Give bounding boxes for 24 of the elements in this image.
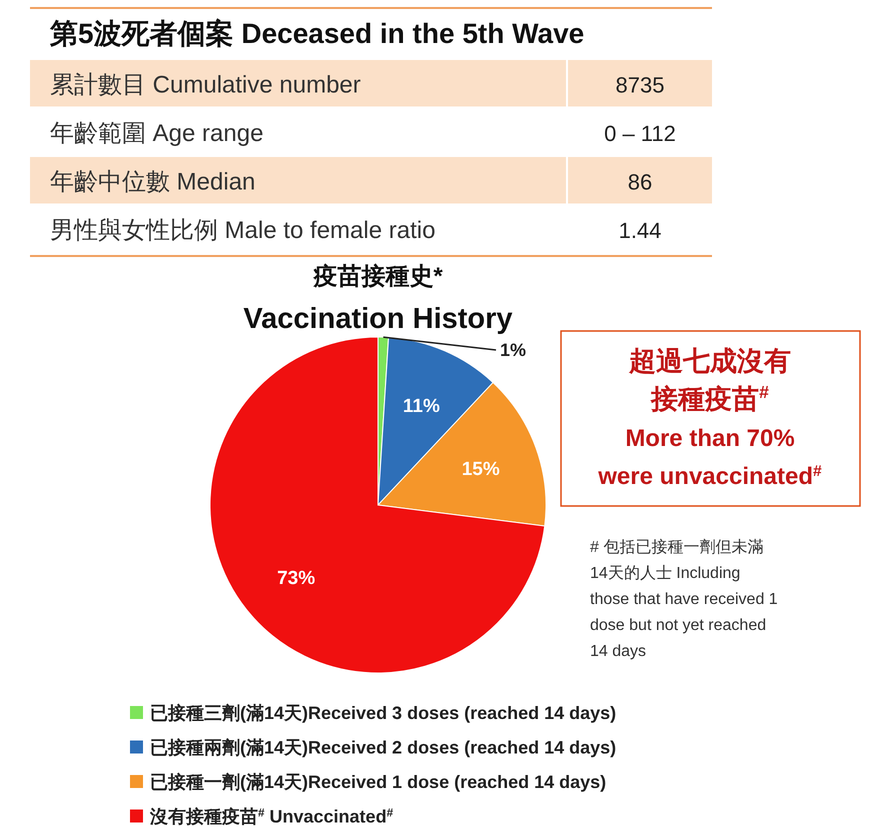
legend-label: 已接種兩劑(滿14天)Received 2 doses (reached 14 days) bbox=[150, 738, 616, 758]
legend-label: 已接種三劑(滿14天)Received 3 doses (reached 14 days) bbox=[150, 703, 616, 723]
chart-subtitle: Vaccination History bbox=[243, 303, 513, 335]
text: 86 bbox=[628, 169, 652, 194]
text: 0 – 112 bbox=[604, 120, 676, 146]
text: 第5波死者個案 Deceased in the 5th Wave bbox=[49, 18, 584, 49]
text: 8735 bbox=[616, 72, 664, 98]
data-label: 73% bbox=[277, 568, 316, 590]
text: 超過七成沒有 bbox=[628, 346, 791, 376]
legend-label: 沒有接種疫苗$^{#}$ Unvaccinated$^{#}$ bbox=[149, 806, 394, 826]
text: 年齡範圍 Age range bbox=[50, 120, 264, 147]
text: 累計數目 Cumulative number bbox=[50, 71, 361, 98]
pie-slice bbox=[210, 336, 546, 674]
text: 男性與女性比例 Male to female ratio bbox=[50, 216, 436, 244]
text: 接種疫苗$^{#}$ bbox=[650, 382, 770, 414]
legend-label: 已接種一劑(滿14天)Received 1 dose (reached 14 days) bbox=[150, 772, 606, 792]
data-label: 11% bbox=[402, 396, 440, 417]
data-label: 1% bbox=[500, 340, 526, 360]
text: 1.44 bbox=[618, 218, 662, 243]
data-label: 15% bbox=[462, 459, 500, 480]
chart-title: 疫苗接種史* bbox=[312, 263, 444, 290]
text: More than 70% were unvaccinated$^{#}$ bbox=[597, 425, 822, 490]
text: # 包括已接種一劑但未滿 14天的人士 Including those that have received 1 dose but not yet reached 14 days bbox=[590, 538, 778, 660]
text: 年齡中位數 Median bbox=[50, 168, 256, 196]
